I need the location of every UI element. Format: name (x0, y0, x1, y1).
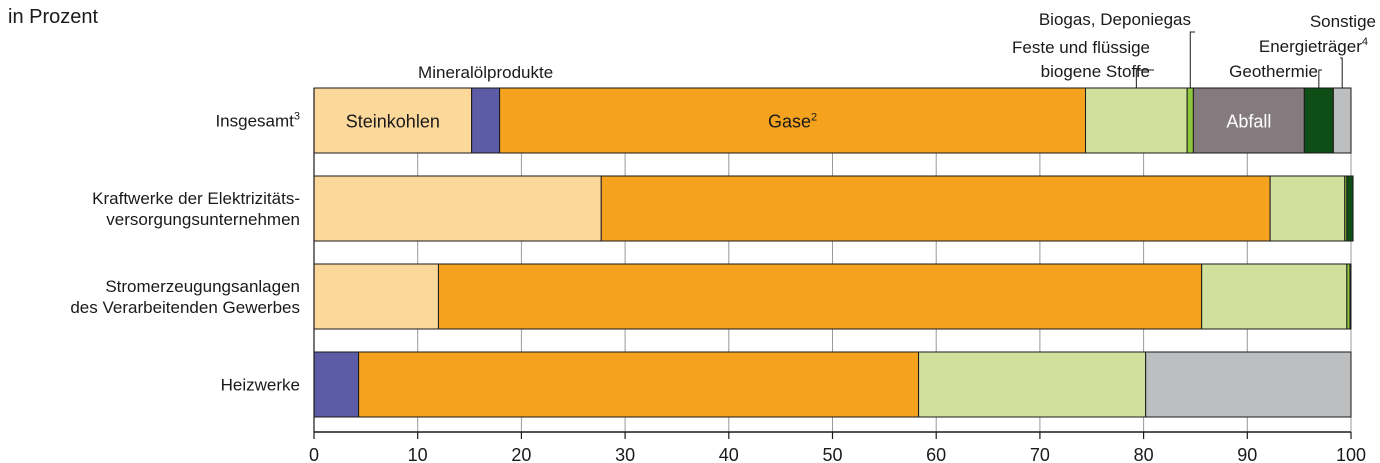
annotation-leader (1318, 69, 1322, 88)
bar-segment-gase (499, 87, 1087, 154)
bar-segment-biogen (1269, 175, 1346, 242)
annotation-sonstige: Sonstige (1310, 12, 1376, 31)
row-label: Insgesamt3 (215, 111, 300, 131)
bar-segment-biogen (1085, 87, 1188, 154)
bar-segment-steinkohlen (313, 263, 439, 330)
x-tick-label: 60 (926, 445, 946, 463)
annotation-biogen: biogene Stoffe (1041, 62, 1150, 81)
annotation-geothermie: Geothermie (1229, 62, 1318, 81)
x-tick-label: 50 (822, 445, 842, 463)
bar-label-steinkohlen: Steinkohlen (346, 112, 440, 132)
annotation-leader (1135, 69, 1154, 88)
x-tick-label: 40 (719, 445, 739, 463)
bar-segment-sonstige (1349, 263, 1352, 330)
bar-segment-biogen (1201, 263, 1348, 330)
x-tick-label: 20 (511, 445, 531, 463)
annotation-leader (1189, 31, 1195, 88)
annotation-mineraloel: Mineralölprodukte (418, 63, 553, 82)
bar-segment-steinkohlen (313, 175, 602, 242)
bar-segment-biogas (1186, 87, 1194, 154)
x-tick-label: 0 (309, 445, 319, 463)
row-label: Heizwerke (221, 376, 300, 395)
x-tick-label: 10 (408, 445, 428, 463)
bar-segment-mineraloel (471, 87, 501, 154)
annotation-sonstige: Energieträger4 (1259, 36, 1368, 56)
bar-segment-geothermie (1346, 175, 1354, 242)
row-label: Stromerzeugungsanlagen (105, 277, 300, 296)
row-label: versorgungsunternehmen (106, 210, 300, 229)
annotation-leader (1340, 57, 1343, 88)
x-tick-label: 30 (615, 445, 635, 463)
x-tick-label: 100 (1336, 445, 1366, 463)
bar-segment-mineraloel (313, 351, 360, 418)
bar-segment-gase (437, 263, 1203, 330)
bar-segment-gase (358, 351, 920, 418)
bar-segment-sonstige (1332, 87, 1352, 154)
bar-segment-gase (600, 175, 1271, 242)
row-label: Kraftwerke der Elektrizitäts- (92, 189, 300, 208)
annotation-biogen: Feste und flüssige (1012, 38, 1150, 57)
annotation-biogas: Biogas, Deponiegas (1039, 10, 1191, 29)
bar-label-abfall: Abfall (1226, 112, 1271, 132)
x-tick-label: 70 (1030, 445, 1050, 463)
bar-segment-sonstige (1145, 351, 1352, 418)
chart-subtitle: in Prozent (8, 6, 99, 28)
x-tick-label: 90 (1237, 445, 1257, 463)
bar-segment-abfall (1192, 87, 1305, 154)
bar-label-gase: Gase2 (768, 112, 817, 132)
bar-segment-steinkohlen (313, 87, 473, 154)
row-label: des Verarbeitenden Gewerbes (70, 298, 300, 317)
bar-segment-biogen (918, 351, 1147, 418)
bar-segment-geothermie (1303, 87, 1334, 154)
x-tick-label: 80 (1134, 445, 1154, 463)
